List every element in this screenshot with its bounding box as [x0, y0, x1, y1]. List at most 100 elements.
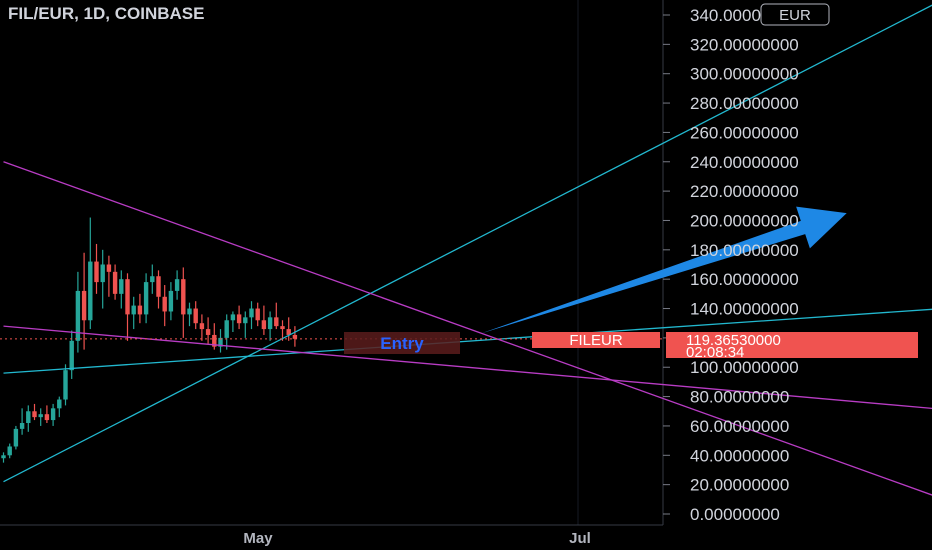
candle-body — [212, 334, 217, 347]
candle[interactable] — [224, 314, 229, 350]
candle[interactable] — [187, 302, 192, 327]
price-axis-tick-label: 320.00000000 — [690, 35, 799, 54]
candle[interactable] — [57, 396, 62, 418]
candle[interactable] — [7, 443, 12, 459]
price-tag-background — [666, 332, 918, 358]
candle-body — [249, 308, 254, 318]
candle-body — [44, 414, 50, 421]
candle-body — [131, 305, 136, 315]
time-axis-tick-label: Jul — [569, 530, 591, 547]
candle[interactable] — [230, 311, 236, 333]
candle[interactable] — [199, 314, 205, 341]
candles — [1, 217, 298, 463]
candle[interactable] — [181, 267, 186, 338]
currency-badge-text: EUR — [779, 7, 811, 24]
candle[interactable] — [249, 301, 254, 330]
candle-body — [112, 271, 118, 294]
candle[interactable] — [75, 271, 81, 353]
candle-body — [205, 329, 211, 335]
price-axis-tick-label: 300.00000000 — [690, 65, 799, 84]
candle[interactable] — [50, 403, 56, 426]
candle[interactable] — [143, 273, 149, 324]
candle[interactable] — [174, 270, 180, 300]
time-axis[interactable]: May Jul — [243, 530, 590, 547]
candle[interactable] — [218, 329, 223, 353]
candle[interactable] — [236, 305, 242, 330]
candle-body — [125, 279, 130, 315]
candle-body — [137, 305, 143, 315]
magenta-trend-line[interactable] — [3, 161, 932, 507]
cyan-trend-line[interactable] — [3, 307, 932, 374]
candle[interactable] — [13, 425, 19, 450]
candle[interactable] — [156, 270, 161, 309]
candle[interactable] — [193, 301, 198, 330]
candle-body — [32, 411, 37, 418]
candle[interactable] — [286, 317, 291, 341]
candle[interactable] — [1, 452, 6, 463]
candle[interactable] — [150, 264, 155, 294]
drawings — [3, 0, 932, 507]
candle[interactable] — [243, 311, 248, 338]
candle-body — [38, 414, 43, 418]
candle[interactable] — [137, 293, 143, 324]
candle[interactable] — [280, 320, 285, 341]
price-axis-tick-label: 20.00000000 — [690, 476, 789, 495]
price-axis-tick-label: 260.00000000 — [690, 123, 799, 142]
candle-body — [13, 428, 19, 447]
candle-body — [286, 329, 291, 335]
price-tag-value: 119.36530000 — [686, 332, 781, 349]
candle[interactable] — [100, 249, 105, 309]
candle[interactable] — [26, 405, 31, 432]
price-axis-tick-label: 40.00000000 — [690, 446, 789, 465]
candle[interactable] — [274, 302, 279, 330]
candle[interactable] — [44, 405, 50, 424]
candle[interactable] — [162, 285, 167, 327]
candle-body — [267, 317, 273, 330]
price-axis-tick-label: 100.00000000 — [690, 358, 799, 377]
magenta-trend-line[interactable] — [3, 325, 932, 411]
candle-body — [187, 308, 192, 315]
candle-body — [63, 370, 68, 400]
candle[interactable] — [112, 264, 118, 300]
candle-body — [75, 290, 81, 341]
candle-body — [69, 340, 74, 371]
candle-body — [181, 279, 186, 315]
candle[interactable] — [19, 408, 25, 435]
candle-body — [50, 408, 56, 421]
candle[interactable] — [88, 217, 93, 330]
candle[interactable] — [131, 296, 136, 330]
candle[interactable] — [168, 282, 174, 321]
candle-body — [88, 261, 93, 321]
candle[interactable] — [267, 311, 273, 341]
price-axis-tick-label: 80.00000000 — [690, 388, 789, 407]
price-axis-tick-label: 0.00000000 — [690, 505, 780, 524]
candle[interactable] — [255, 302, 260, 327]
symbol-tag-background — [532, 332, 660, 348]
projection-arrow[interactable] — [480, 206, 847, 334]
price-tag-countdown: 02:08:34 — [686, 344, 744, 361]
candle[interactable] — [119, 270, 124, 309]
candle[interactable] — [125, 273, 130, 341]
candle[interactable] — [63, 364, 68, 406]
candle[interactable] — [205, 317, 211, 344]
candle-body — [162, 296, 167, 312]
candle[interactable] — [38, 408, 43, 426]
candle[interactable] — [292, 326, 298, 347]
candle-body — [243, 317, 248, 324]
candle-body — [174, 279, 180, 291]
candle-body — [224, 320, 229, 338]
candle-body — [143, 282, 149, 315]
candle-body — [261, 320, 267, 330]
currency-badge[interactable]: EUR — [760, 3, 830, 26]
candle-body — [274, 317, 279, 327]
candle[interactable] — [32, 403, 37, 421]
candle[interactable] — [261, 305, 267, 335]
cyan-trend-line[interactable] — [3, 0, 932, 483]
candle-body — [230, 314, 236, 321]
candle[interactable] — [94, 243, 99, 294]
entry-label[interactable]: Entry — [344, 332, 460, 354]
candle[interactable] — [106, 255, 112, 297]
